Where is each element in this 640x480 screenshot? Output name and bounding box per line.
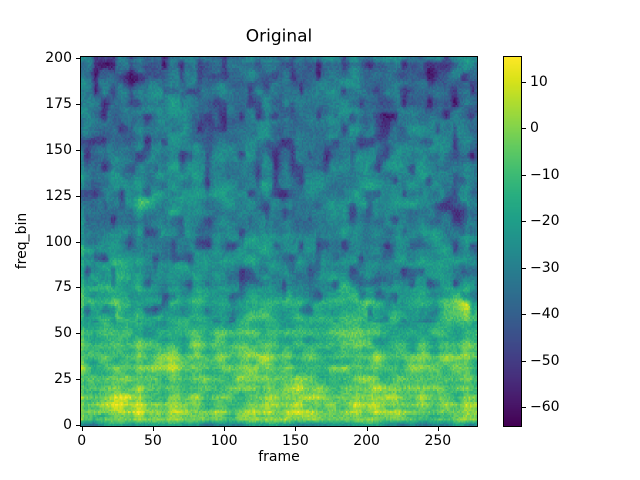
colorbar-tick-label: 10: [530, 74, 548, 91]
y-axis-label: freq_bin: [14, 212, 30, 270]
colorbar-tick-mark: [522, 267, 526, 269]
colorbar-tick-mark: [522, 406, 526, 408]
y-axis-tick-label: 150: [45, 141, 72, 158]
y-axis-tick-mark: [76, 287, 80, 289]
y-axis-tick-mark: [76, 333, 80, 335]
y-axis-tick-label: 175: [45, 95, 72, 112]
colorbar-tick-label: −30: [530, 259, 560, 276]
y-axis-tick-label: 25: [54, 371, 72, 388]
y-axis-tick-mark: [76, 241, 80, 243]
colorbar-gradient-canvas: [504, 57, 521, 426]
x-axis-tick-label: 100: [210, 433, 238, 449]
x-axis-tick-mark: [366, 427, 368, 431]
colorbar: [503, 56, 522, 427]
x-axis-tick-mark: [152, 427, 154, 431]
spectrogram-heatmap-canvas: [81, 57, 477, 426]
y-axis-tick-mark: [76, 57, 80, 59]
y-axis-tick-label: 75: [54, 279, 72, 296]
x-axis-tick-label: 200: [353, 433, 380, 449]
x-axis-tick-label: 50: [144, 433, 162, 449]
y-axis-tick-label: 50: [54, 325, 72, 342]
colorbar-tick-mark: [522, 82, 526, 84]
colorbar-tick-label: −20: [530, 213, 560, 230]
chart-title: Original: [245, 26, 313, 47]
x-axis-label: frame: [258, 449, 300, 465]
y-axis-tick-mark: [76, 103, 80, 105]
y-axis-tick-mark: [76, 195, 80, 197]
colorbar-tick-label: 0: [530, 120, 539, 137]
x-axis-tick-mark: [224, 427, 226, 431]
colorbar-tick-mark: [522, 128, 526, 130]
x-axis-tick-label: 250: [424, 433, 452, 449]
y-axis-tick-mark: [76, 149, 80, 151]
plot-area: [80, 56, 478, 427]
y-axis-tick-label: 100: [45, 233, 72, 250]
colorbar-tick-mark: [522, 174, 526, 176]
colorbar-tick-label: −40: [530, 306, 560, 323]
colorbar-tick-label: −60: [530, 398, 560, 415]
y-axis-tick-mark: [76, 379, 80, 381]
colorbar-tick-mark: [522, 360, 526, 362]
y-axis-tick-label: 200: [45, 49, 72, 66]
y-axis-tick-label: 0: [63, 417, 72, 434]
colorbar-tick-mark: [522, 314, 526, 316]
x-axis-tick-label: 0: [77, 433, 87, 449]
x-axis-tick-mark: [81, 427, 83, 431]
x-axis-tick-label: 150: [282, 433, 309, 449]
x-axis-tick-mark: [295, 427, 297, 431]
y-axis-tick-label: 125: [45, 187, 72, 204]
colorbar-tick-label: −10: [530, 166, 560, 183]
colorbar-tick-mark: [522, 221, 526, 223]
x-axis-tick-mark: [437, 427, 439, 431]
colorbar-tick-label: −50: [530, 352, 560, 369]
y-axis-tick-mark: [76, 425, 80, 427]
